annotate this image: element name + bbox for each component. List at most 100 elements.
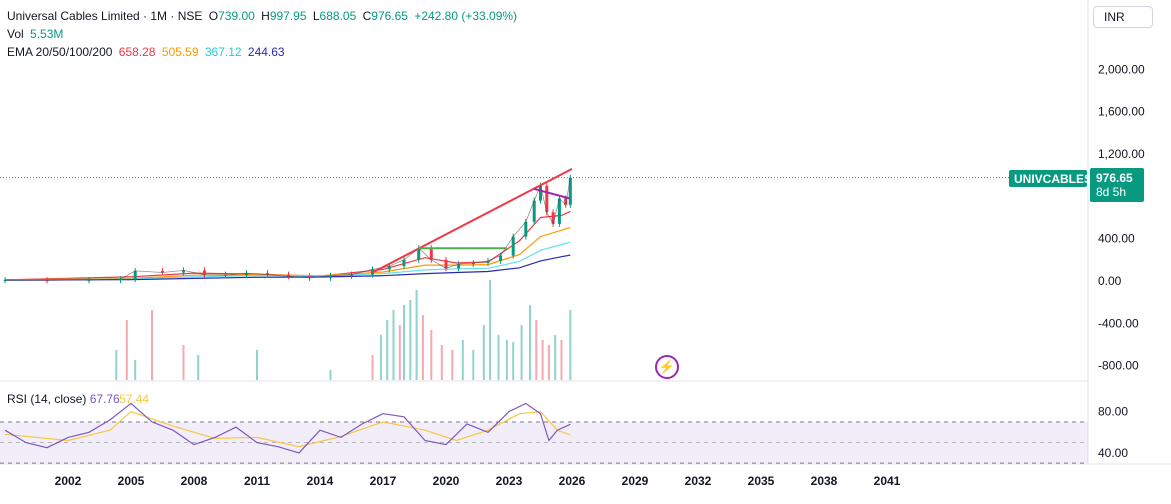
ema-label: EMA 20/50/100/200 xyxy=(7,45,113,59)
volume-legend[interactable]: Vol 5.53M xyxy=(7,26,66,42)
high-label: H xyxy=(261,9,270,23)
volume-bar xyxy=(461,340,464,380)
time-tick-label: 2038 xyxy=(811,474,838,488)
candle-body xyxy=(429,248,433,260)
volume-bar xyxy=(392,310,395,380)
time-tick-label: 2005 xyxy=(118,474,145,488)
change-value: +242.80 (+33.09%) xyxy=(414,9,518,23)
price-tick-label: 0.00 xyxy=(1098,274,1122,288)
ema200-value: 244.63 xyxy=(247,45,285,59)
ohlc-legend: Universal Cables Limited · 1M · NSE O739… xyxy=(7,8,520,24)
candle-body xyxy=(417,248,421,260)
candle-body xyxy=(539,185,542,201)
candle-body xyxy=(557,198,561,224)
time-tick-label: 2020 xyxy=(433,474,460,488)
currency-selector[interactable]: INR xyxy=(1093,6,1153,28)
candle-body xyxy=(182,270,185,273)
high-value: 997.95 xyxy=(269,9,307,23)
trendline xyxy=(372,167,573,274)
rsi-legend[interactable]: RSI (14, close) 67.76 57.44 xyxy=(7,392,149,406)
volume-bars xyxy=(115,280,572,380)
time-tick-label: 2026 xyxy=(559,474,586,488)
candle-body xyxy=(308,276,311,278)
last-price: 976.65 xyxy=(1096,171,1133,185)
candle-body xyxy=(119,279,122,281)
volume-bar xyxy=(489,280,492,380)
lightning-icon[interactable]: ⚡ xyxy=(655,355,679,379)
ema-legend[interactable]: EMA 20/50/100/200 658.28 505.59 367.12 2… xyxy=(7,44,288,60)
volume-bar xyxy=(472,350,475,380)
volume-bar xyxy=(409,300,412,380)
time-tick-label: 2041 xyxy=(874,474,901,488)
volume-bar xyxy=(371,355,374,380)
volume-bar xyxy=(505,340,508,380)
close-value: 976.65 xyxy=(371,9,408,23)
price-tick-label: 1,600.00 xyxy=(1098,105,1145,119)
candle-body xyxy=(568,177,572,205)
volume-bar xyxy=(415,290,418,380)
ema-lines xyxy=(4,210,571,281)
volume-bar xyxy=(125,320,128,380)
time-tick-label: 2029 xyxy=(622,474,649,488)
volume-bar xyxy=(115,350,118,380)
volume-bar xyxy=(386,320,389,380)
candle-body xyxy=(551,212,555,224)
candle-body xyxy=(203,270,206,275)
low-label: L xyxy=(312,9,320,23)
volume-bar xyxy=(430,330,433,380)
volume-bar xyxy=(182,345,185,380)
volume-bar xyxy=(541,340,544,380)
volume-bar xyxy=(256,350,258,380)
candle-body xyxy=(387,266,391,270)
ema100-line xyxy=(4,241,571,281)
bar-countdown: 8d 5h xyxy=(1096,185,1127,199)
candle-body xyxy=(87,279,91,281)
price-tick-label: 400.00 xyxy=(1098,232,1135,246)
candle-body xyxy=(402,259,406,267)
volume-bar xyxy=(134,360,137,380)
volume-bar xyxy=(403,305,405,380)
price-tick-label: -400.00 xyxy=(1098,316,1139,330)
volume-bar xyxy=(547,345,550,380)
price-tick-label: -800.00 xyxy=(1098,359,1139,373)
ema100-value: 367.12 xyxy=(204,45,242,59)
volume-bar xyxy=(569,310,572,380)
last-price-tag: 976.65 8d 5h xyxy=(1090,168,1144,202)
price-tick-label: 2,000.00 xyxy=(1098,62,1145,76)
volume-bar xyxy=(151,310,153,380)
vol-label: Vol xyxy=(7,27,24,41)
rsi-label: RSI (14, close) xyxy=(7,392,87,406)
volume-bar xyxy=(197,355,200,380)
ema20-value: 658.28 xyxy=(118,45,156,59)
rsi-tick-label: 40.00 xyxy=(1098,446,1128,460)
candle-body xyxy=(444,259,448,269)
time-tick-label: 2032 xyxy=(685,474,712,488)
volume-bar xyxy=(529,305,531,380)
candle-body xyxy=(266,273,269,275)
volume-bar xyxy=(497,335,500,380)
rsi-ma-value: 57.44 xyxy=(119,392,150,406)
candle-body xyxy=(287,274,290,277)
time-tick-label: 2002 xyxy=(55,474,82,488)
volume-bar xyxy=(451,350,454,380)
symbol-title[interactable]: Universal Cables Limited · 1M · NSE xyxy=(7,9,203,23)
candle-body xyxy=(161,270,164,273)
volume-bar xyxy=(535,320,538,380)
volume-bar xyxy=(398,325,401,380)
volume-bar xyxy=(482,325,485,380)
candle-body xyxy=(511,236,515,256)
candle-body xyxy=(564,198,568,205)
candle-body xyxy=(486,260,490,264)
vol-unit: M xyxy=(53,27,64,41)
pattern-line xyxy=(533,187,571,200)
price-tick-label: 1,200.00 xyxy=(1098,147,1145,161)
close-label: C xyxy=(362,9,372,23)
rsi-tick-label: 80.00 xyxy=(1098,405,1128,419)
candle-body xyxy=(545,185,549,213)
candle-body xyxy=(524,221,528,237)
rsi-ma-line xyxy=(4,410,571,448)
open-value: 739.00 xyxy=(218,9,255,23)
time-tick-label: 2014 xyxy=(307,474,334,488)
ticker-tag: UNIVCABLES xyxy=(1009,170,1092,187)
